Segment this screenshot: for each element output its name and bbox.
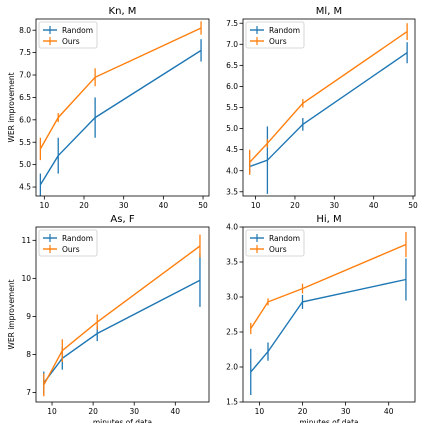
legend-label-ours: Ours bbox=[269, 37, 287, 46]
subplot-title: Kn, M bbox=[109, 6, 137, 17]
y-tick-label: 2.5 bbox=[226, 328, 238, 337]
subplot-4: Hi, M 10 20 30 40 1.5 2.0 2.5 3.0 3.5 4.0 minutes o… bbox=[226, 214, 416, 423]
y-tick-label: 3.5 bbox=[226, 187, 238, 196]
y-tick-label: 11 bbox=[21, 236, 31, 245]
axes-frame bbox=[35, 18, 210, 197]
x-tick-label: 10 bbox=[40, 201, 50, 210]
legend-label-random: Random bbox=[269, 234, 300, 243]
legend-label-random: Random bbox=[269, 26, 300, 35]
legend-label-random: Random bbox=[62, 234, 93, 243]
y-tick-label: 9 bbox=[26, 312, 31, 321]
y-tick-label: 7 bbox=[26, 388, 31, 397]
subplot-title: As, F bbox=[110, 214, 134, 225]
series-line-random bbox=[249, 52, 408, 168]
x-tick-label: 10 bbox=[255, 407, 265, 416]
x-tick-label: 20 bbox=[298, 407, 308, 416]
axes-frame bbox=[242, 226, 416, 403]
x-tick-label: 20 bbox=[79, 201, 89, 210]
y-tick-label: 5.5 bbox=[226, 103, 238, 112]
y-tick-label: 5.5 bbox=[19, 138, 31, 147]
x-tick-label: 40 bbox=[171, 407, 181, 416]
series-line-ours bbox=[39, 27, 202, 150]
x-tick-label: 30 bbox=[330, 201, 340, 210]
x-tick-label: 20 bbox=[88, 407, 98, 416]
x-tick-label: 10 bbox=[251, 201, 261, 210]
subplot-title: Hi, M bbox=[316, 214, 341, 225]
y-tick-label: 2.0 bbox=[226, 363, 238, 372]
legend-label-ours: Ours bbox=[62, 37, 80, 46]
y-tick-label: 1.5 bbox=[226, 398, 238, 407]
x-tick-label: 50 bbox=[198, 201, 208, 210]
series-line-ours bbox=[249, 31, 408, 163]
legend: Random Ours bbox=[38, 21, 98, 49]
y-tick-label: 6.0 bbox=[19, 115, 31, 124]
subplot-title: Ml, M bbox=[316, 6, 342, 17]
series-line-ours bbox=[250, 243, 407, 329]
y-tick-label: 5.0 bbox=[226, 124, 238, 133]
y-tick-label: 4.0 bbox=[226, 166, 238, 175]
y-tick-label: 6.5 bbox=[226, 61, 238, 70]
y-tick-label: 6.5 bbox=[19, 93, 31, 102]
x-tick-label: 20 bbox=[290, 201, 300, 210]
y-axis-label: WER improvement bbox=[7, 72, 16, 142]
x-tick-label: 30 bbox=[129, 407, 139, 416]
y-tick-label: 10 bbox=[21, 274, 31, 283]
series-line-random bbox=[39, 49, 202, 186]
x-tick-label: 10 bbox=[47, 407, 57, 416]
x-tick-label: 50 bbox=[408, 201, 418, 210]
legend: Random Ours bbox=[245, 21, 305, 49]
legend-label-random: Random bbox=[62, 26, 93, 35]
y-tick-label: 6.0 bbox=[226, 82, 238, 91]
y-tick-label: 8 bbox=[26, 350, 31, 359]
axes-frame bbox=[35, 226, 210, 403]
axes-frame bbox=[242, 18, 416, 197]
y-tick-label: 4.5 bbox=[226, 145, 238, 154]
subplot-1: Kn, M 10 20 30 40 50 4.5 5.0 5.5 6.0 6.5 7.0 7.5 8.0 W… bbox=[7, 6, 210, 210]
y-tick-label: 4.0 bbox=[226, 223, 238, 232]
legend-label-ours: Ours bbox=[62, 245, 80, 254]
legend: Random Ours bbox=[245, 229, 305, 257]
x-tick-label: 30 bbox=[119, 201, 129, 210]
y-axis-label: WER improvement bbox=[7, 279, 16, 349]
y-tick-label: 7.5 bbox=[19, 48, 31, 57]
x-tick-label: 40 bbox=[369, 201, 379, 210]
y-tick-label: 3.5 bbox=[226, 258, 238, 267]
x-tick-label: 40 bbox=[159, 201, 169, 210]
y-tick-label: 4.5 bbox=[19, 183, 31, 192]
y-tick-label: 7.0 bbox=[19, 71, 31, 80]
subplot-3: As, F 10 20 30 40 7 8 9 10 11 WER improvement minut… bbox=[7, 214, 210, 423]
subplot-2: Ml, M 10 20 30 40 50 3.5 4.0 4.5 5.0 5.5 6.0 6.5 7.0 7… bbox=[226, 6, 418, 210]
y-tick-label: 5.0 bbox=[19, 160, 31, 169]
y-tick-label: 7.5 bbox=[226, 19, 238, 28]
series-line-random bbox=[43, 279, 201, 384]
x-tick-label: 40 bbox=[384, 407, 394, 416]
x-axis-label: minutes of data bbox=[299, 418, 358, 423]
series-line-random bbox=[250, 278, 407, 373]
y-tick-label: 7.0 bbox=[226, 40, 238, 49]
y-tick-label: 3.0 bbox=[226, 293, 238, 302]
x-axis-label: minutes of data bbox=[93, 418, 152, 423]
series-line-ours bbox=[43, 245, 201, 386]
x-tick-label: 30 bbox=[341, 407, 351, 416]
y-tick-label: 8.0 bbox=[19, 26, 31, 35]
legend-label-ours: Ours bbox=[269, 245, 287, 254]
legend: Random Ours bbox=[38, 229, 98, 257]
